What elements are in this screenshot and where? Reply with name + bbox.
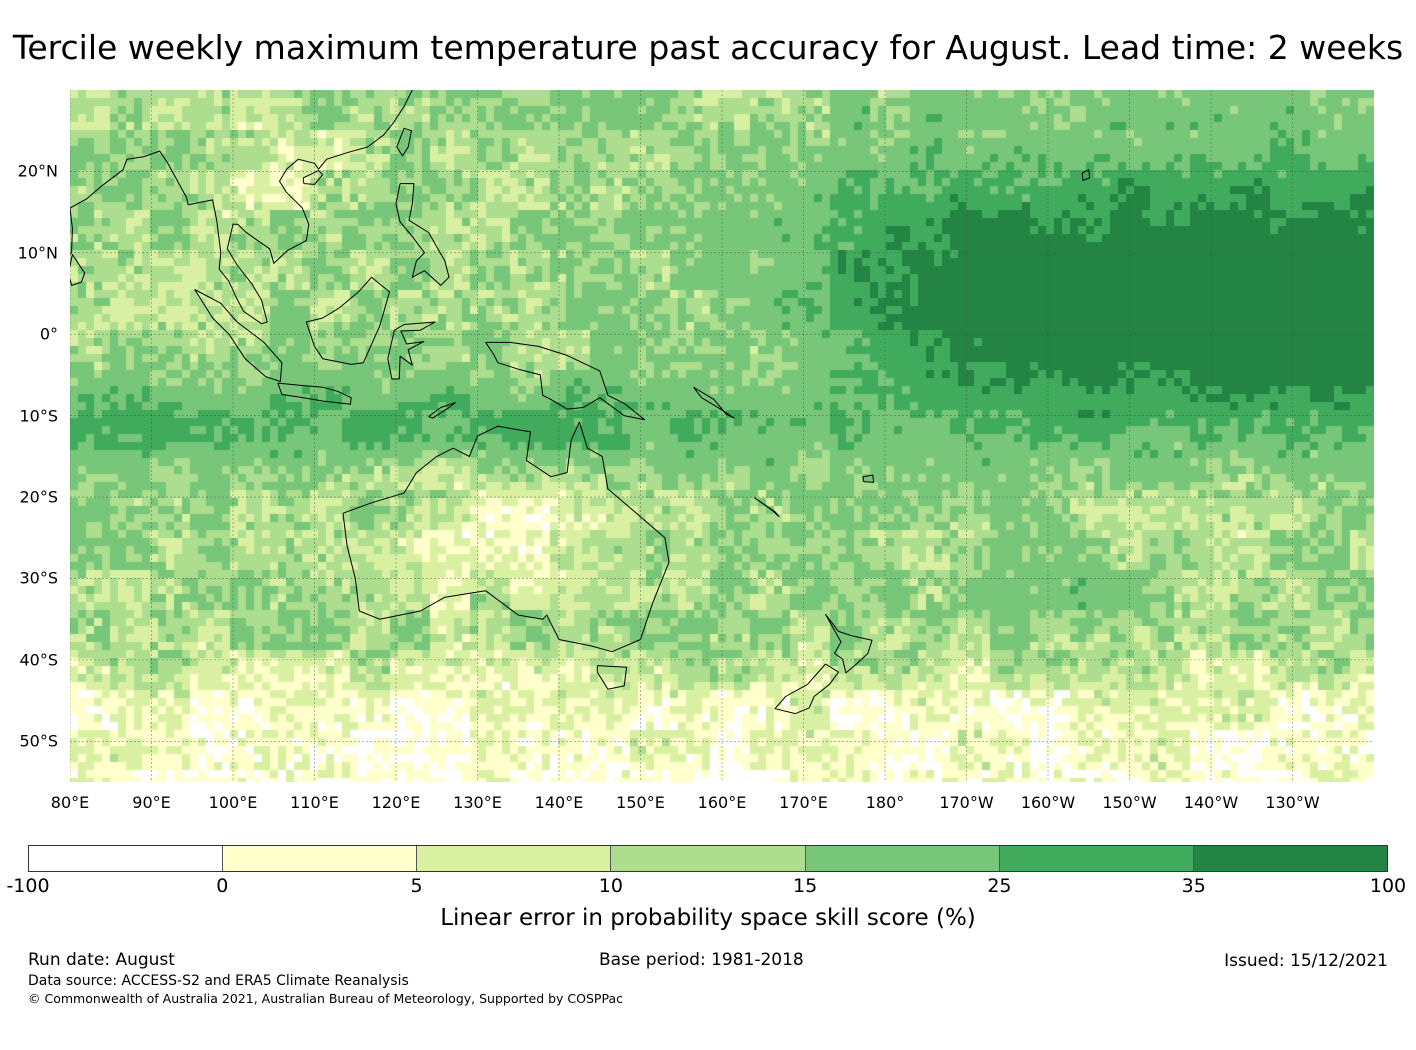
colorbar-tick: 5 [410, 875, 423, 897]
colorbar-tick: 0 [216, 875, 229, 897]
colorbar-segment [29, 846, 224, 871]
fiji-coast [862, 474, 875, 483]
sri-lanka-coast [70, 254, 86, 286]
gridlines [70, 90, 1374, 782]
skill-score-map [70, 90, 1374, 782]
longitude-label: 100°E [208, 793, 258, 812]
new-zealand-south-coast [774, 663, 839, 715]
new-guinea-coast [485, 341, 646, 421]
bay-of-bengal-coast [70, 90, 413, 325]
latitude-label: 40°S [19, 650, 58, 670]
longitude-label: 180° [865, 793, 905, 812]
new-caledonia-coast [754, 497, 780, 518]
australia-coast [342, 421, 670, 653]
colorbar-segment [417, 846, 612, 871]
colorbar-tick: 100 [1369, 875, 1407, 897]
hawaii-coast [1081, 169, 1091, 181]
copyright-notice: © Commonwealth of Australia 2021, Austra… [28, 991, 623, 1006]
solomons-coast [693, 386, 735, 419]
issued-date: Issued: 15/12/2021 [1224, 951, 1388, 971]
map-overlay [70, 90, 1374, 782]
coastlines [70, 90, 1091, 715]
latitude-label: 0° [39, 324, 58, 344]
run-date: Run date: August [28, 950, 175, 970]
philippines-coast [395, 183, 450, 286]
longitude-label: 150°E [616, 793, 665, 812]
latitude-label: 30°S [19, 568, 58, 588]
base-period: Base period: 1981-2018 [599, 950, 804, 970]
colorbar-label: Linear error in probability space skill … [440, 905, 976, 931]
hainan-coast [302, 170, 324, 185]
map-title: Tercile weekly maximum temperature past … [12, 28, 1404, 67]
colorbar-segment [611, 846, 806, 871]
latitude-label: 10°N [17, 243, 58, 263]
colorbar-tick: 15 [793, 875, 818, 897]
longitude-label: 160°W [1020, 793, 1076, 812]
new-zealand-north-coast [825, 613, 873, 674]
colorbar-segment [805, 846, 1000, 871]
longitude-label: 140°E [534, 793, 584, 812]
longitude-label: 80°E [50, 793, 90, 812]
latitude-label: 20°N [17, 161, 58, 181]
latitude-label: 20°S [19, 487, 58, 507]
colorbar-tick: 35 [1181, 875, 1206, 897]
colorbar-tick: 25 [987, 875, 1012, 897]
sulawesi-coast [387, 321, 436, 380]
colorbar-tick: 10 [598, 875, 623, 897]
colorbar-segment [1193, 846, 1387, 871]
timor-coast [428, 402, 456, 419]
longitude-label: 150°W [1102, 793, 1157, 812]
longitude-label: 170°E [779, 793, 828, 812]
colorbar [28, 845, 1388, 872]
tasmania-coast [596, 665, 628, 690]
longitude-label: 140°W [1183, 793, 1239, 812]
colorbar-tick: -100 [6, 875, 50, 897]
colorbar-segment [999, 846, 1194, 871]
mainland-asia-coast [70, 207, 73, 255]
java-coast [277, 382, 352, 405]
latitude-label: 50°S [19, 731, 58, 751]
longitude-label: 170°W [939, 793, 994, 812]
longitude-label: 120°E [371, 793, 421, 812]
longitude-label: 160°E [697, 793, 747, 812]
data-source: Data source: ACCESS-S2 and ERA5 Climate … [28, 973, 409, 989]
longitude-label: 130°W [1265, 793, 1320, 812]
longitude-label: 130°E [453, 793, 502, 812]
longitude-label: 90°E [132, 793, 171, 812]
longitude-label: 110°E [290, 793, 339, 812]
latitude-label: 10°S [19, 406, 58, 426]
taiwan-coast [396, 127, 412, 157]
colorbar-segment [223, 846, 418, 871]
sumatra-coast [194, 289, 283, 382]
borneo-coast [305, 276, 390, 365]
